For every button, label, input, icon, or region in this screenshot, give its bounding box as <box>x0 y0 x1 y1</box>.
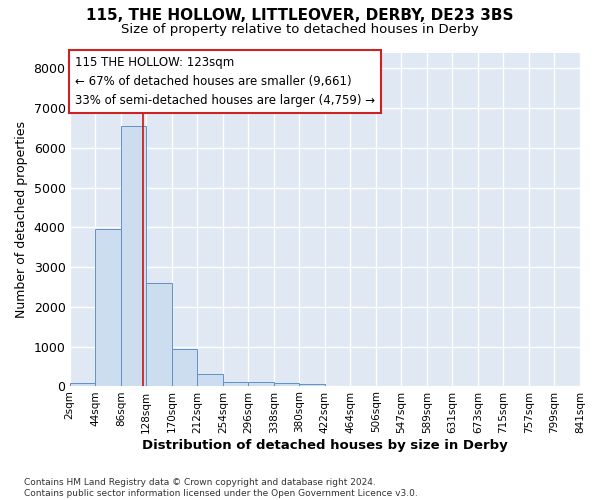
Text: Contains HM Land Registry data © Crown copyright and database right 2024.
Contai: Contains HM Land Registry data © Crown c… <box>24 478 418 498</box>
Y-axis label: Number of detached properties: Number of detached properties <box>15 121 28 318</box>
Bar <box>223 382 248 386</box>
Bar <box>70 384 95 386</box>
Bar <box>121 126 146 386</box>
Bar <box>299 384 325 386</box>
Bar <box>197 374 223 386</box>
X-axis label: Distribution of detached houses by size in Derby: Distribution of detached houses by size … <box>142 440 508 452</box>
Bar <box>146 283 172 387</box>
Bar <box>274 384 299 386</box>
Text: 115 THE HOLLOW: 123sqm
← 67% of detached houses are smaller (9,661)
33% of semi-: 115 THE HOLLOW: 123sqm ← 67% of detached… <box>75 56 375 107</box>
Text: Size of property relative to detached houses in Derby: Size of property relative to detached ho… <box>121 22 479 36</box>
Bar <box>172 348 197 387</box>
Bar <box>248 382 274 386</box>
Bar <box>95 230 121 386</box>
Text: 115, THE HOLLOW, LITTLEOVER, DERBY, DE23 3BS: 115, THE HOLLOW, LITTLEOVER, DERBY, DE23… <box>86 8 514 22</box>
